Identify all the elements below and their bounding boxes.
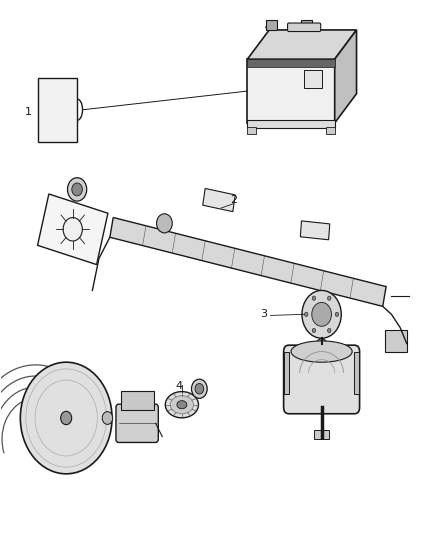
Polygon shape [247,30,357,59]
Polygon shape [335,30,357,123]
Bar [326,127,335,134]
Ellipse shape [266,24,277,30]
Circle shape [312,302,332,326]
FancyBboxPatch shape [116,404,158,442]
Circle shape [195,384,204,394]
Circle shape [328,328,331,333]
Bar [266,20,277,30]
Polygon shape [110,217,386,306]
Ellipse shape [177,401,187,409]
Polygon shape [247,59,335,67]
Polygon shape [300,221,330,240]
Circle shape [335,312,339,317]
Bar [247,127,256,134]
Circle shape [72,183,82,196]
Circle shape [302,290,341,338]
Bar [301,20,312,30]
Circle shape [312,296,316,300]
Circle shape [191,379,207,398]
FancyBboxPatch shape [288,23,321,31]
Polygon shape [203,189,235,212]
Circle shape [304,312,308,317]
Circle shape [102,411,113,424]
Text: 3: 3 [261,309,268,319]
Bar [285,352,289,394]
Circle shape [20,362,112,474]
Polygon shape [247,59,335,123]
Ellipse shape [165,392,198,418]
Bar [354,352,359,394]
Polygon shape [38,194,108,264]
Ellipse shape [291,341,352,362]
Bar [314,430,329,439]
Circle shape [67,177,87,201]
Polygon shape [38,78,77,142]
Circle shape [63,217,82,241]
Text: 1: 1 [25,107,32,117]
Circle shape [328,296,331,300]
Bar [385,330,407,352]
Text: 4: 4 [175,381,183,391]
Text: 2: 2 [230,195,237,205]
Circle shape [312,328,316,333]
Bar [121,391,153,410]
Ellipse shape [301,24,312,30]
Circle shape [61,411,72,425]
Ellipse shape [170,395,194,414]
FancyBboxPatch shape [284,345,360,414]
Bar [247,120,335,128]
Bar [304,70,321,88]
Circle shape [156,214,172,233]
Circle shape [315,339,328,354]
